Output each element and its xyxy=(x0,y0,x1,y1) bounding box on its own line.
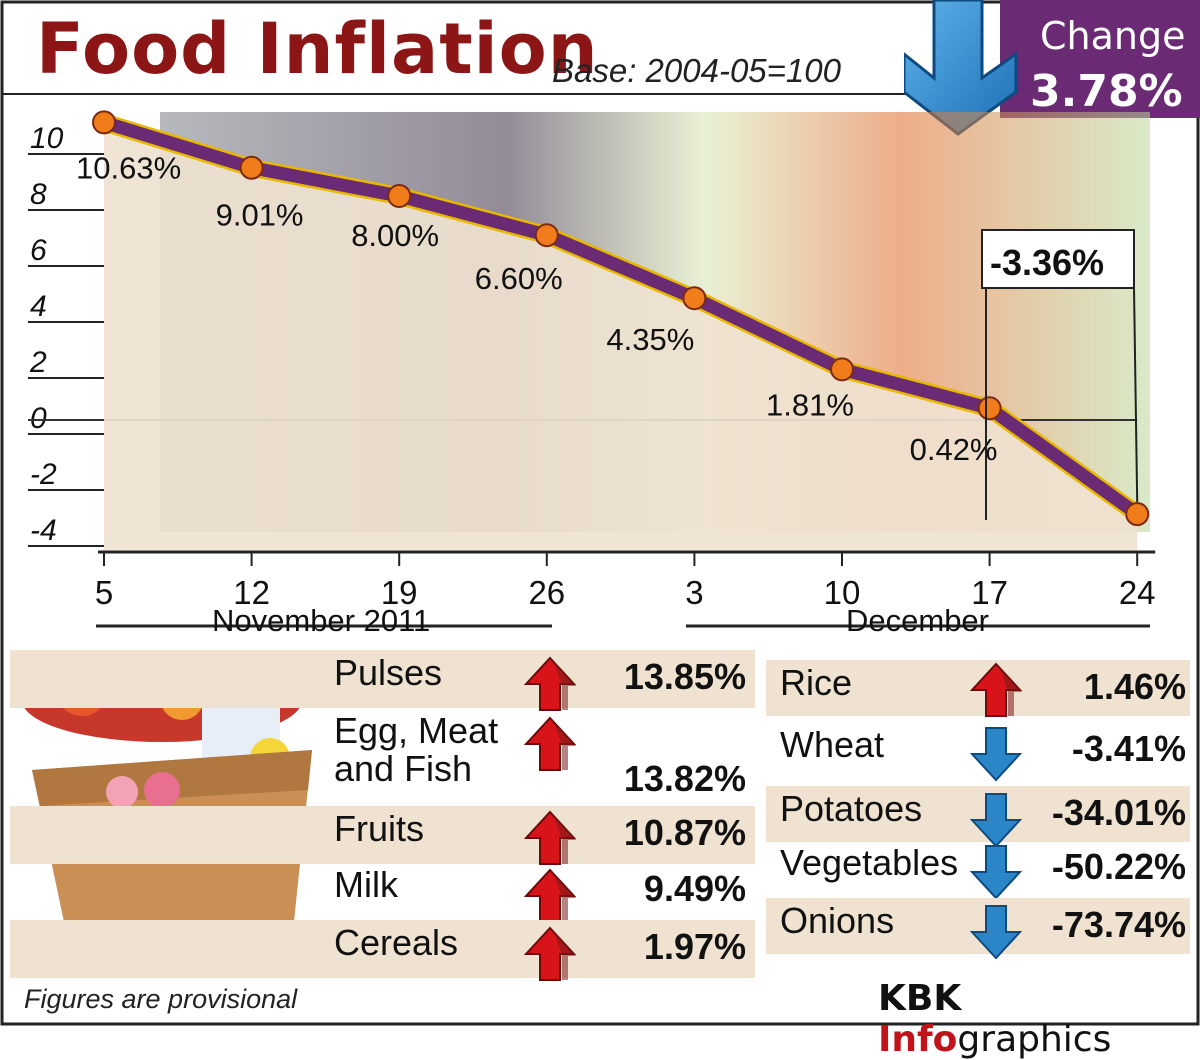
data-label: -3.36% xyxy=(990,242,1104,283)
table-row-shade xyxy=(10,806,755,864)
y-tick-label: 10 xyxy=(30,122,64,155)
down-arrow-icon xyxy=(969,845,1023,900)
base-note: Base: 2004-05=100 xyxy=(552,52,841,89)
table-row-shade xyxy=(766,898,1190,954)
x-tick-label: 26 xyxy=(528,574,565,611)
commodity-name: Fruits xyxy=(334,808,424,849)
table-row-shade xyxy=(10,920,755,978)
up-arrow-icon xyxy=(969,662,1023,717)
data-point xyxy=(977,396,1002,421)
down-arrow-icon xyxy=(969,727,1023,782)
commodity-name: Wheat xyxy=(780,724,885,765)
up-arrow-icon xyxy=(523,716,577,771)
change-badge xyxy=(1000,0,1200,118)
x-group-november: November 2011 xyxy=(212,603,431,638)
down-arrow-icon xyxy=(969,905,1023,960)
x-tick-label: 17 xyxy=(971,574,1008,611)
y-tick-label: 6 xyxy=(30,234,47,267)
page-title: Food Inflation xyxy=(36,8,599,90)
up-arrow-icon xyxy=(523,810,577,865)
data-label: 4.35% xyxy=(606,322,694,357)
commodity-value: 1.97% xyxy=(643,926,746,967)
x-tick-label: 24 xyxy=(1119,574,1156,611)
credit-part-c: graphics xyxy=(957,1019,1112,1060)
y-tick-label: -4 xyxy=(30,514,57,547)
data-point xyxy=(92,110,116,135)
commodity-value: -73.74% xyxy=(1051,904,1186,945)
change-label: Change xyxy=(1040,14,1186,58)
up-arrow-icon xyxy=(523,926,577,981)
x-tick-label: 5 xyxy=(95,574,113,611)
commodity-value: 10.87% xyxy=(623,812,746,853)
commodity-name: Cereals xyxy=(334,922,459,963)
data-label: 1.81% xyxy=(766,387,854,422)
chart-area-fill xyxy=(104,122,1138,551)
down-arrow-icon xyxy=(969,793,1023,848)
commodity-name: Onions xyxy=(780,900,895,941)
commodity-name: Potatoes xyxy=(780,788,923,829)
up-arrow-icon xyxy=(523,656,577,711)
credit-logo: KBK Infographics xyxy=(878,978,1200,1060)
trend-arrow xyxy=(969,726,1023,787)
x-group-december: December xyxy=(846,603,989,638)
y-tick-label: -2 xyxy=(30,458,57,491)
data-point xyxy=(830,357,854,382)
trend-arrow xyxy=(523,656,577,717)
trend-arrow xyxy=(523,810,577,871)
x-tick-label: 10 xyxy=(824,574,861,611)
line-chart: 10 8 6 4 2 0 -2 -4 5 12 19 26 3 10 17 24 10.63% 9.01% 8.0… xyxy=(28,110,1156,628)
commodity-value: 13.82% xyxy=(623,758,746,799)
y-tick-label: 4 xyxy=(30,290,47,323)
y-tick-label: 8 xyxy=(30,178,47,211)
commodity-name: Egg, Meat and Fish xyxy=(334,710,499,789)
x-tick-label: 3 xyxy=(685,574,703,611)
x-tick-label: 12 xyxy=(233,574,270,611)
commodity-value: -34.01% xyxy=(1051,792,1186,833)
trend-arrow xyxy=(969,904,1023,965)
footer-note: Figures are provisional xyxy=(24,984,298,1014)
commodity-value: -3.41% xyxy=(1071,728,1186,769)
credit-part-a: KBK xyxy=(878,978,962,1019)
trend-arrow xyxy=(969,792,1023,853)
y-tick-label: 2 xyxy=(29,346,47,379)
x-tick-label: 19 xyxy=(381,574,418,611)
commodity-value: 1.46% xyxy=(1083,666,1186,707)
table-row-shade xyxy=(10,650,755,708)
data-label: 8.00% xyxy=(351,218,439,253)
frame-border xyxy=(0,0,1200,1026)
commodity-value: 13.85% xyxy=(623,656,746,697)
y-tick-label: 0 xyxy=(30,402,47,435)
commodity-name: Rice xyxy=(780,662,853,703)
credit-part-b: Info xyxy=(878,1019,958,1060)
data-point xyxy=(239,155,264,180)
data-point xyxy=(387,184,412,208)
data-label: 10.63% xyxy=(76,150,181,185)
trend-arrow xyxy=(969,844,1023,905)
data-point xyxy=(534,223,559,248)
table-row-shade xyxy=(766,786,1190,842)
data-point xyxy=(682,286,707,311)
callout-leader xyxy=(1133,287,1139,503)
trend-arrow xyxy=(969,662,1023,723)
data-point xyxy=(1125,502,1150,527)
data-label: 9.01% xyxy=(216,198,304,233)
commodity-name: Pulses xyxy=(334,652,443,693)
data-label: 6.60% xyxy=(475,261,563,296)
commodity-name: Milk xyxy=(334,864,398,905)
trend-arrow xyxy=(523,716,577,777)
commodity-value: -50.22% xyxy=(1051,846,1186,887)
commodity-value: 9.49% xyxy=(643,868,746,909)
change-value: 3.78% xyxy=(1030,66,1183,117)
callout-box xyxy=(981,229,1135,289)
series-line xyxy=(102,116,1141,520)
commodity-name: Vegetables xyxy=(780,842,959,883)
data-label: 0.42% xyxy=(910,432,998,467)
trend-arrow xyxy=(523,926,577,987)
